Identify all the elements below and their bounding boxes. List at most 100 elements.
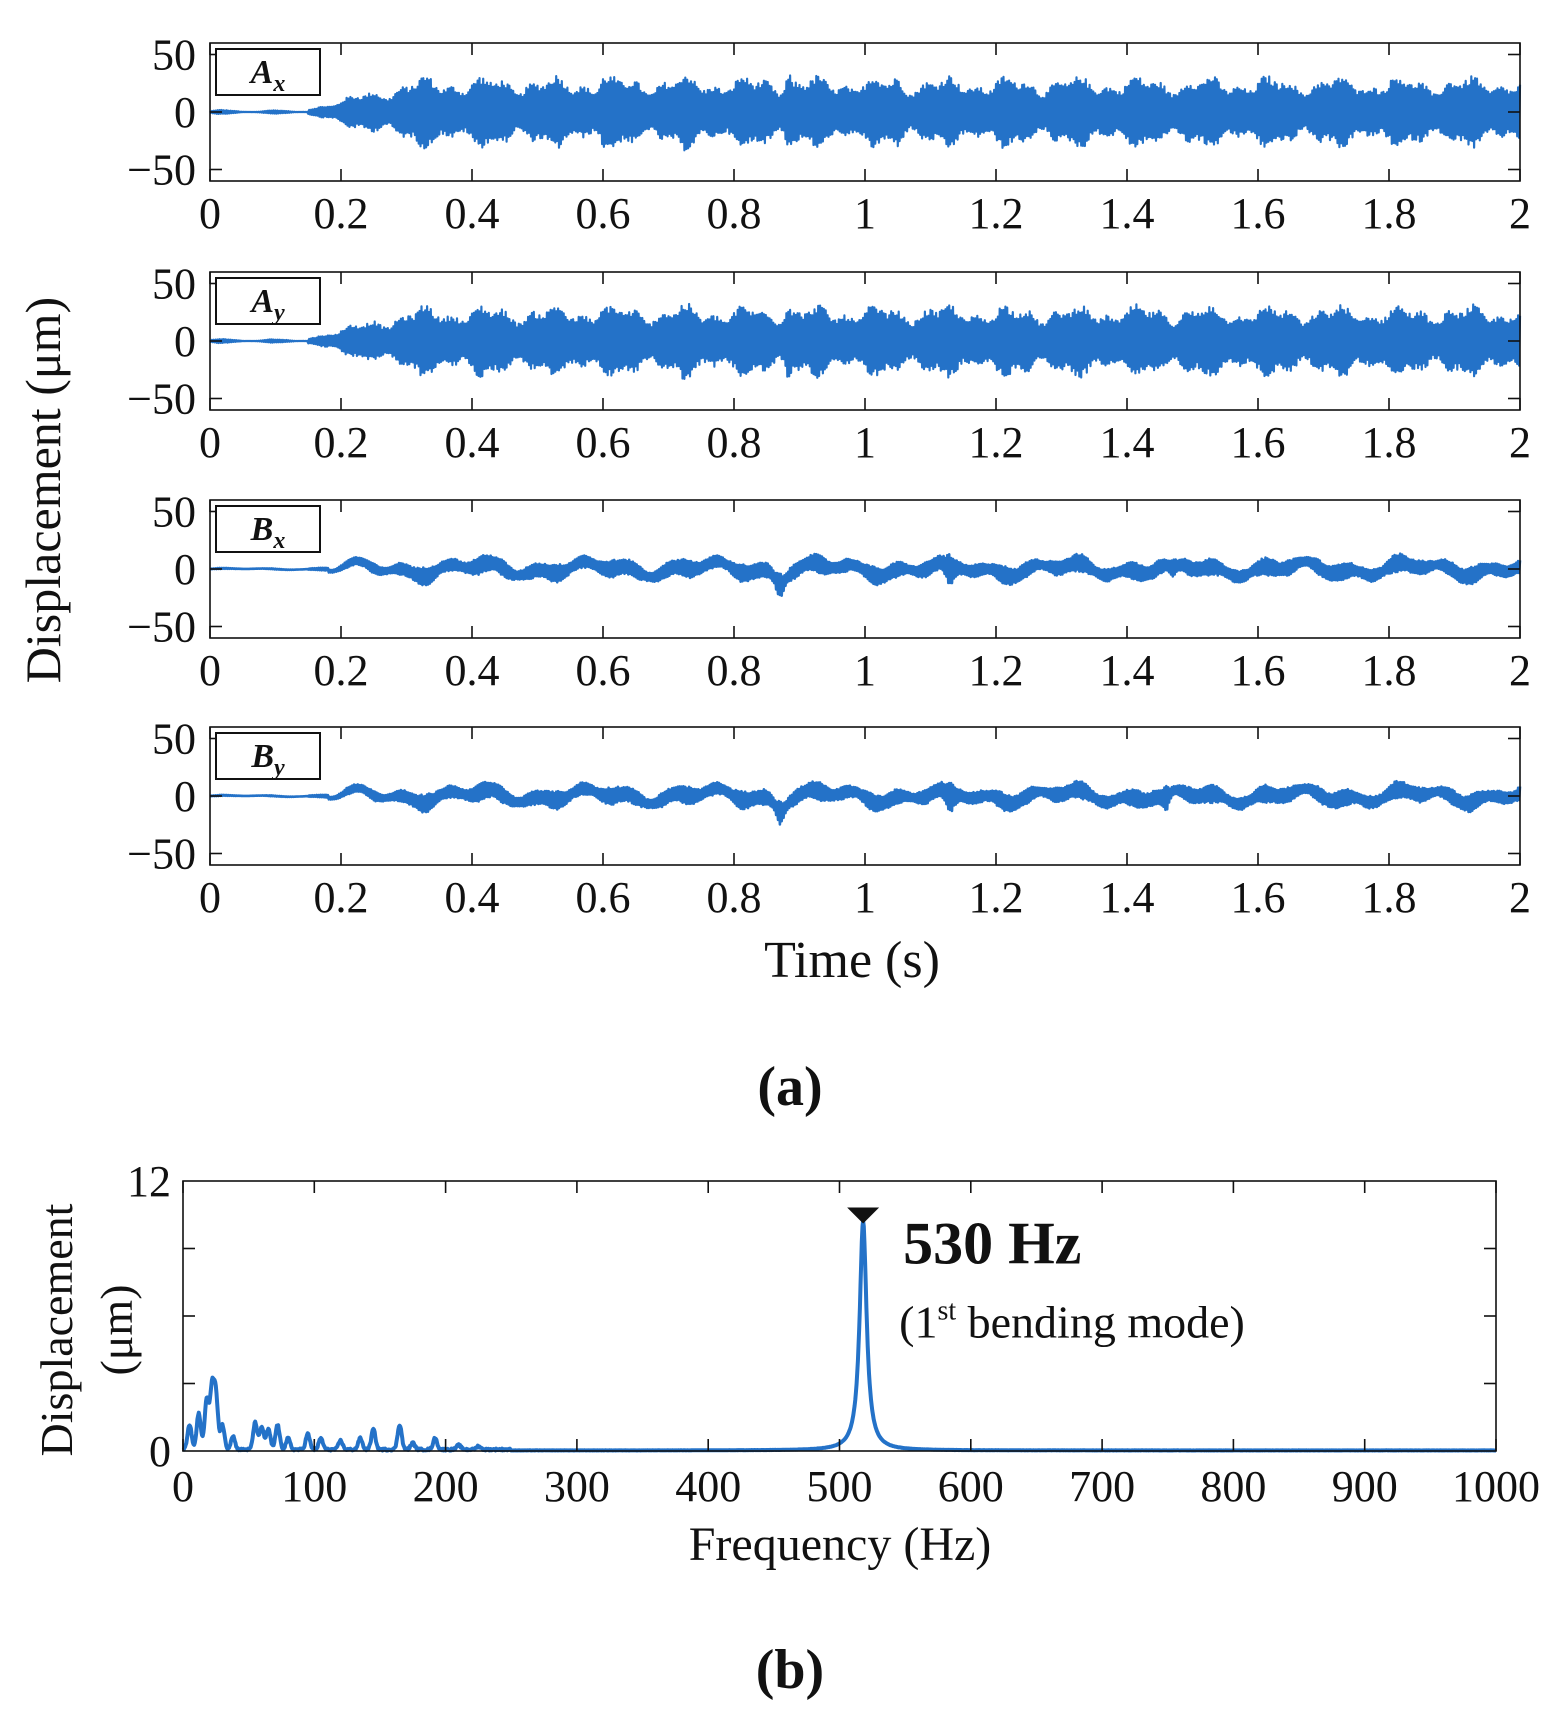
x-tick-label: 1.4 [1100, 873, 1155, 922]
legend-text: Ax [249, 54, 286, 97]
x-tick-label: 800 [1200, 1462, 1266, 1511]
legend-text: By [250, 738, 285, 781]
y-tick-label: −50 [127, 375, 196, 424]
legend-label-main: A [249, 283, 274, 320]
legend-text: Bx [250, 511, 286, 554]
legend-label-sub: x [272, 528, 285, 554]
x-tick-label: 0.2 [314, 189, 369, 238]
x-tick-label: 0 [172, 1462, 194, 1511]
series-Ay [209, 302, 1522, 380]
peak-label: 530 Hz [903, 1211, 1081, 1277]
panel-b-y-axis-label-line1: Displacement [31, 1203, 82, 1456]
x-tick-label: 0 [199, 189, 221, 238]
series-By [209, 779, 1522, 826]
legend-By: By [215, 732, 321, 781]
legend-label-main: B [250, 738, 274, 775]
y-tick-label: 50 [152, 488, 196, 537]
y-tick-label: 12 [127, 1157, 171, 1206]
y-tick-label: 0 [174, 772, 196, 821]
x-tick-label: 2 [1509, 418, 1531, 467]
x-tick-label: 0 [199, 873, 221, 922]
peak-sublabel-pre: (1 [899, 1297, 937, 1348]
legend-Bx: Bx [215, 505, 321, 554]
x-tick-label: 1.4 [1100, 189, 1155, 238]
x-tick-label: 1.6 [1231, 873, 1286, 922]
x-tick-label: 0.4 [445, 189, 500, 238]
x-tick-label: 0.4 [445, 873, 500, 922]
x-tick-label: 1.2 [969, 189, 1024, 238]
panel-b-caption: (b) [756, 1639, 824, 1701]
legend-label-main: A [249, 54, 274, 91]
x-tick-label: 0.4 [445, 418, 500, 467]
panel-a-y-axis-label: Displacement (μm) [15, 297, 71, 683]
panel-b-y-axis-label-line2: (μm) [91, 1284, 142, 1375]
x-tick-label: 1 [854, 189, 876, 238]
panel-a-x-axis-label: Time (s) [764, 932, 940, 989]
x-tick-label: 1.6 [1231, 418, 1286, 467]
legend-label-main: B [250, 511, 274, 548]
peak-sublabel: (1st bending mode) [899, 1296, 1245, 1348]
legend-label-sub: y [271, 300, 285, 326]
x-tick-label: 0.2 [314, 646, 369, 695]
panel-b: 0 100 200 300 400 500 600 700 800 900 1000 12 0 530 H… [127, 1157, 1540, 1511]
spectrum-series [181, 1218, 1498, 1453]
x-tick-label: 1 [854, 646, 876, 695]
panel-a-caption: (a) [757, 1056, 822, 1118]
x-tick-label: 1.8 [1362, 189, 1417, 238]
y-tick-label: −50 [127, 830, 196, 879]
legend-text: Ay [249, 283, 285, 326]
legend-Ay: Ay [215, 277, 321, 326]
panel-b-x-axis-label: Frequency (Hz) [689, 1518, 992, 1571]
x-tick-label: 0.6 [576, 873, 631, 922]
axes-box-b [182, 1180, 1497, 1452]
x-tick-label: 1.6 [1231, 646, 1286, 695]
x-tick-label: 700 [1069, 1462, 1135, 1511]
x-tick-label: 1000 [1452, 1462, 1540, 1511]
x-tick-label: 300 [544, 1462, 610, 1511]
x-tick-label: 2 [1509, 646, 1531, 695]
y-tick-label: 50 [152, 31, 196, 80]
x-tick-label: 1 [854, 873, 876, 922]
x-tick-label: 0.4 [445, 646, 500, 695]
y-tick-label: −50 [127, 146, 196, 195]
x-tick-label: 0.6 [576, 646, 631, 695]
x-tick-label: 1.2 [969, 418, 1024, 467]
x-tick-label: 1.4 [1100, 418, 1155, 467]
peak-sublabel-sup: st [937, 1296, 956, 1327]
x-tick-label: 2 [1509, 873, 1531, 922]
x-tick-label: 0.6 [576, 189, 631, 238]
x-tick-label: 0.2 [314, 418, 369, 467]
y-tick-label: 50 [152, 260, 196, 309]
x-tick-label: 100 [281, 1462, 347, 1511]
x-tick-label: 0 [199, 418, 221, 467]
legend-box [215, 732, 321, 780]
x-tick-label: 500 [807, 1462, 873, 1511]
x-tick-label: 200 [413, 1462, 479, 1511]
x-tick-label: 900 [1332, 1462, 1398, 1511]
x-tick-label: 1.6 [1231, 189, 1286, 238]
y-tick-label: 0 [149, 1427, 171, 1476]
legend-Ax: Ax [215, 48, 321, 97]
y-tick-label: 0 [174, 88, 196, 137]
x-tick-label: 600 [938, 1462, 1004, 1511]
legend-box [215, 505, 321, 553]
peak-marker [847, 1207, 880, 1224]
y-tick-label: 50 [152, 715, 196, 764]
x-tick-label: 1.2 [969, 873, 1024, 922]
x-tick-label: 1.8 [1362, 873, 1417, 922]
x-tick-label: 1.8 [1362, 646, 1417, 695]
legend-box [215, 48, 321, 96]
y-tick-label: 0 [174, 545, 196, 594]
x-tick-label: 0.6 [576, 418, 631, 467]
x-tick-label: 0.2 [314, 873, 369, 922]
x-tick-label: 400 [675, 1462, 741, 1511]
y-tick-label: 0 [174, 317, 196, 366]
x-tick-label: 0 [199, 646, 221, 695]
x-tick-label: 1.8 [1362, 418, 1417, 467]
legend-box [215, 277, 321, 325]
